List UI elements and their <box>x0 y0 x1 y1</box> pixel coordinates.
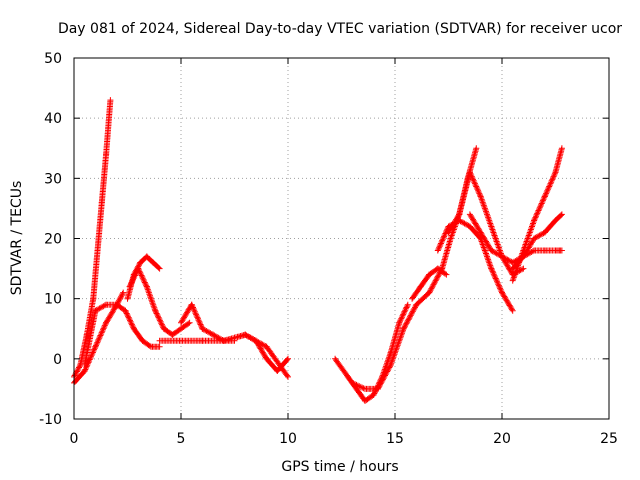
data-point-group <box>488 265 505 296</box>
data-point-group <box>396 301 411 326</box>
data-point-group <box>98 151 110 206</box>
data-point-group <box>477 193 495 230</box>
data-point-group <box>122 307 137 332</box>
data-point-group <box>509 253 527 272</box>
data-point-group <box>152 307 167 332</box>
x-tick-label: 20 <box>493 431 511 447</box>
data-point-group <box>531 193 548 224</box>
x-tick-label: 10 <box>279 431 297 447</box>
data-point-group <box>252 337 270 362</box>
series-track-11 <box>434 217 516 314</box>
x-tick-label: 25 <box>600 431 618 447</box>
y-axis-label: SDTVAR / TECUs <box>9 181 25 296</box>
data-point-group <box>332 355 351 380</box>
data-point-group <box>552 247 565 254</box>
chart-title: Day 081 of 2024, Sidereal Day-to-day VTE… <box>58 21 622 37</box>
data-point-group <box>520 235 538 260</box>
data-point-group <box>103 97 114 158</box>
data-point-group <box>499 289 516 314</box>
data-point-group <box>92 319 110 350</box>
data-point-group <box>552 145 565 176</box>
data-point-group <box>552 211 565 224</box>
y-tick-label: 40 <box>44 111 62 127</box>
y-tick-label: 30 <box>44 171 62 187</box>
axis-ticks: 0 5 10 15 20 25 -10 0 10 20 30 40 50 <box>39 51 618 447</box>
data-point-group <box>387 319 403 356</box>
data-point-group <box>130 325 146 344</box>
data-point-group <box>349 379 368 392</box>
series-track-8 <box>220 331 291 374</box>
data-point-group <box>413 289 433 308</box>
data-point-group <box>387 325 407 368</box>
data-point-group <box>477 229 495 254</box>
data-point-group <box>520 217 538 254</box>
y-tick-label: 20 <box>44 232 62 248</box>
data-point-group <box>400 301 420 332</box>
data-point-group <box>477 235 495 272</box>
x-tick-label: 5 <box>177 431 186 447</box>
series-track-15 <box>509 211 565 272</box>
data-point-group <box>409 283 424 302</box>
data-points <box>71 97 565 404</box>
data-point-group <box>466 223 484 242</box>
data-point-group <box>94 199 105 254</box>
data-point-group <box>90 247 101 302</box>
y-tick-label: 0 <box>53 352 62 368</box>
data-point-group <box>150 259 163 272</box>
data-point-group <box>83 295 97 338</box>
data-point-group <box>81 307 99 368</box>
data-point-group <box>445 211 463 236</box>
series-track-5 <box>126 265 193 338</box>
data-point-group <box>77 331 90 368</box>
data-point-group <box>439 235 454 272</box>
series-track-13 <box>466 211 565 266</box>
data-point-group <box>541 217 559 236</box>
series-track-16 <box>409 265 450 302</box>
data-point-group <box>178 319 193 332</box>
series-track-3 <box>81 301 163 368</box>
x-tick-label: 0 <box>70 431 79 447</box>
data-point-group <box>188 301 206 332</box>
data-point-group <box>434 265 450 278</box>
data-point-group <box>148 343 163 350</box>
y-tick-label: 50 <box>44 51 62 67</box>
data-point-group <box>135 265 150 290</box>
data-point-group <box>417 271 433 290</box>
data-point-group <box>274 355 291 374</box>
data-point-group <box>374 361 394 392</box>
y-tick-label: -10 <box>39 412 62 428</box>
series-track-10 <box>349 145 480 392</box>
x-tick-label: 15 <box>386 431 404 447</box>
data-point-group <box>466 169 484 200</box>
x-axis-label: GPS time / hours <box>281 459 398 475</box>
y-tick-label: 10 <box>44 292 62 308</box>
data-point-group <box>541 169 559 200</box>
series-track-1 <box>71 97 114 380</box>
data-point-group <box>466 211 484 236</box>
